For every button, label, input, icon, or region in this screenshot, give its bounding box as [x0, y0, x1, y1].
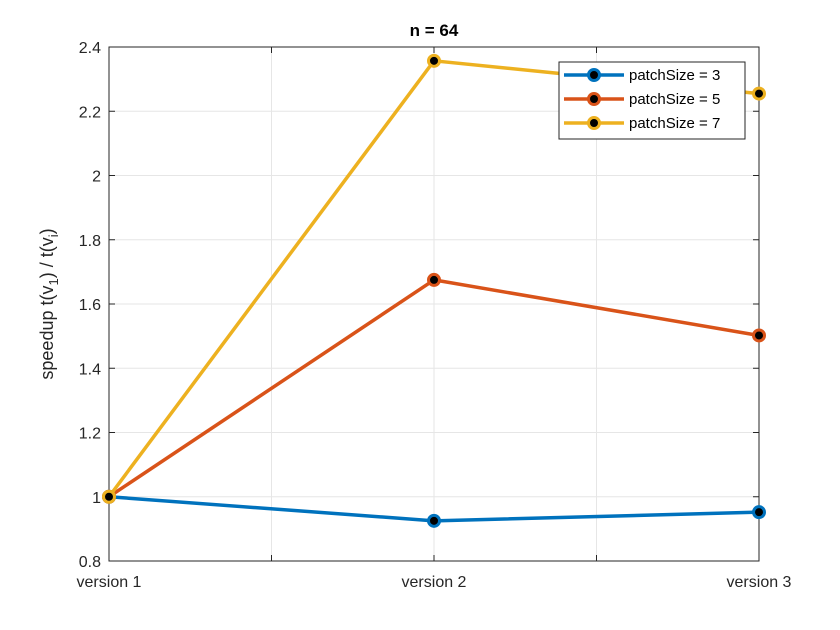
y-axis-label-main: speedup t(v	[37, 286, 57, 380]
x-tick-label: version 2	[402, 574, 467, 591]
y-tick-label: 1.8	[79, 233, 101, 250]
y-tick-label: 2.2	[79, 104, 101, 121]
y-tick-label: 1.6	[79, 297, 101, 314]
data-point	[427, 53, 441, 68]
legend-label: patchSize = 5	[629, 91, 720, 108]
chart-title: n = 64	[410, 21, 459, 40]
data-point	[102, 489, 116, 504]
y-axis-label: speedup t(v1) / t(vi)	[37, 228, 61, 379]
x-tick-label: version 1	[77, 574, 142, 591]
y-axis-label-sub1: 1	[46, 278, 61, 285]
legend: patchSize = 3 patchSize = 5 patchSize = 7	[558, 61, 746, 140]
legend-label: patchSize = 3	[629, 67, 720, 84]
data-point	[752, 328, 766, 343]
data-point	[427, 513, 441, 528]
data-point	[427, 272, 441, 287]
legend-swatch-marker	[587, 68, 601, 82]
axis-ticks: 0.8 1 1.2 1.4 1.6 1.8 2 2.2 2.4 version 1 version …	[77, 40, 792, 591]
legend-item: patchSize = 7	[564, 115, 720, 132]
y-axis-label-mid: ) / t(v	[37, 237, 57, 278]
y-tick-label: 2	[92, 169, 101, 186]
data-point	[752, 505, 766, 520]
legend-label: patchSize = 7	[629, 115, 720, 132]
y-tick-label: 2.4	[79, 40, 101, 57]
y-tick-label: 0.8	[79, 554, 101, 571]
y-tick-label: 1.4	[79, 361, 101, 378]
legend-item: patchSize = 3	[564, 67, 720, 84]
legend-swatch-marker	[587, 116, 601, 130]
legend-swatch-marker	[587, 92, 601, 106]
data-point	[752, 86, 766, 101]
y-tick-label: 1.2	[79, 426, 101, 443]
x-tick-label: version 3	[727, 574, 792, 591]
y-tick-label: 1	[92, 490, 101, 507]
y-axis-label-sub2: i	[46, 234, 61, 237]
y-axis-label-end: )	[37, 228, 57, 234]
legend-item: patchSize = 5	[564, 91, 720, 108]
